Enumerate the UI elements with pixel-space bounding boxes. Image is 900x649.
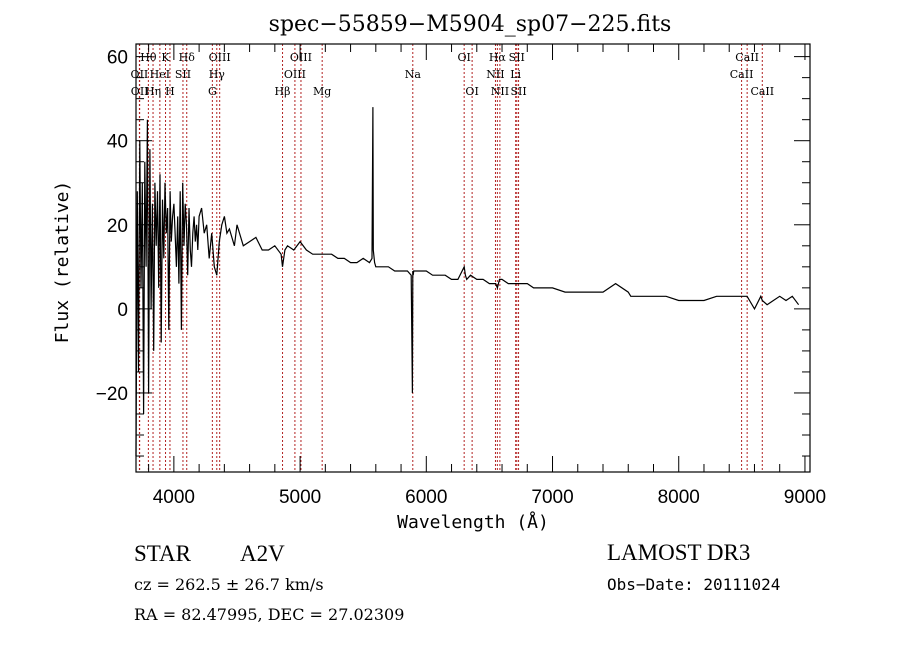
line-marker-label: Na [405, 68, 422, 81]
x-tick-label: 5000 [279, 487, 321, 508]
axis-ticks [136, 44, 810, 472]
x-tick-label: 7000 [531, 487, 573, 508]
y-tick-label: −20 [96, 384, 128, 405]
y-tick-labels: −20 0 20 40 60 [96, 48, 128, 405]
y-tick-label: 20 [107, 216, 128, 237]
line-marker-label: Mg [313, 85, 331, 98]
line-marker-label: Hα [489, 51, 507, 64]
plot-frame [135, 43, 811, 473]
line-marker-label: OIII [209, 51, 231, 64]
line-marker-label: SII [175, 68, 191, 81]
object-class: STAR [134, 541, 192, 566]
line-marker-label: OII [131, 85, 149, 98]
line-marker-label: CaII [730, 68, 754, 81]
x-tick-label: 6000 [405, 487, 447, 508]
line-markers [138, 44, 763, 472]
chart-title: spec−55859−M5904_sp07−225.fits [269, 12, 672, 37]
y-axis-label: Flux (relative) [52, 181, 73, 344]
series-group [135, 107, 800, 457]
line-marker-label: CaII [750, 85, 774, 98]
line-marker-label: Hδ [179, 51, 196, 64]
line-marker-label: SII [509, 51, 525, 64]
line-marker-label: Hβ [275, 85, 291, 98]
line-marker-label: OIII [284, 68, 306, 81]
line-marker-label: CaII [735, 51, 759, 64]
x-tick-label: 9000 [784, 487, 826, 508]
line-marker-label: Li [510, 68, 521, 81]
x-axis-label: Wavelength (Å) [397, 511, 549, 533]
coordinates-text: RA = 82.47995, DEC = 27.02309 [134, 605, 404, 624]
line-marker-label: SII [510, 85, 526, 98]
line-marker-label: K [161, 51, 170, 64]
obs-date-text: Obs−Date: 20111024 [607, 575, 780, 594]
y-tick-label: 40 [107, 132, 128, 153]
line-marker-label: Hγ [209, 68, 226, 81]
line-marker-label: HeI [150, 68, 170, 81]
line-marker-label: OII [131, 68, 149, 81]
line-marker-label: G [208, 85, 217, 98]
line-marker-label: OI [465, 85, 478, 98]
spectrum-line [135, 107, 800, 457]
object-subclass: A2V [240, 541, 285, 566]
x-tick-labels: 4000 5000 6000 7000 8000 9000 [153, 487, 826, 508]
line-marker-label: H [165, 85, 175, 98]
line-marker-label: NII [486, 68, 504, 81]
line-marker-label: Hθ [140, 51, 157, 64]
x-tick-label: 4000 [153, 487, 195, 508]
redshift-text: cz = 262.5 ± 26.7 km/s [134, 575, 324, 594]
y-tick-label: 0 [117, 300, 128, 321]
line-marker-label: OIII [290, 51, 312, 64]
line-marker-label: NII [491, 85, 509, 98]
x-tick-label: 8000 [658, 487, 700, 508]
y-tick-label: 60 [107, 48, 128, 69]
line-marker-label: OI [457, 51, 470, 64]
line-marker-label: Hη [145, 85, 161, 98]
survey-label: LAMOST DR3 [607, 540, 750, 565]
